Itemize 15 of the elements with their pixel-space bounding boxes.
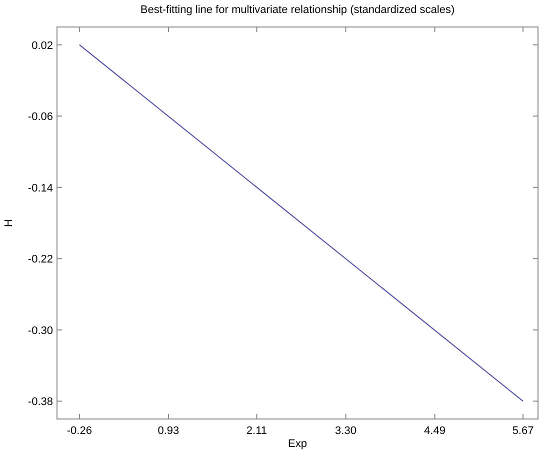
- x-tick-label: 0.93: [158, 425, 180, 437]
- x-tick-label: 4.49: [424, 425, 446, 437]
- x-tick-label: 5.67: [512, 425, 534, 437]
- y-tick-label: -0.38: [28, 396, 53, 408]
- y-axis-title: H: [3, 218, 15, 227]
- y-tick-label: -0.14: [28, 182, 53, 194]
- y-tick-label: 0.02: [32, 40, 53, 52]
- y-tick-label: -0.06: [28, 111, 53, 124]
- x-axis-title: Exp: [288, 438, 307, 450]
- text: 3.30: [335, 425, 356, 437]
- x-tick-label: 2.11: [246, 425, 268, 437]
- x-tick-label: -0.26: [66, 425, 92, 437]
- chart-title: Best-fitting line for multivariate relationship (standardized scales): [140, 4, 455, 16]
- y-tick-label: -0.22: [28, 254, 53, 266]
- text: -0.30: [28, 324, 53, 337]
